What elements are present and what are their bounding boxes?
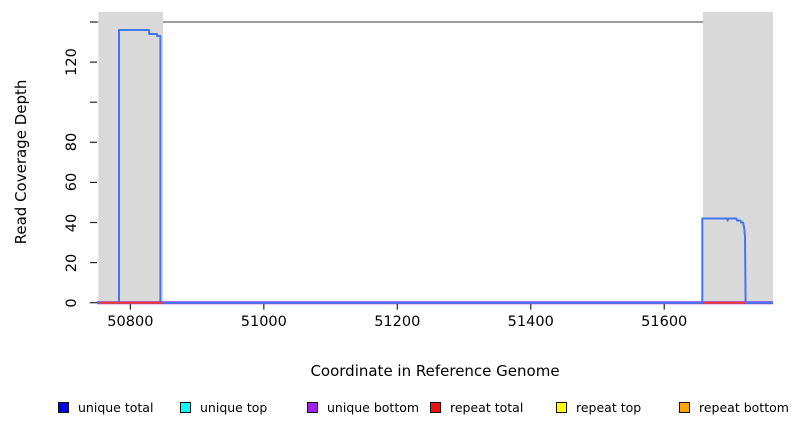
legend-color-swatch bbox=[430, 401, 441, 413]
y-tick-label: 40 bbox=[64, 213, 80, 232]
legend-color-swatch bbox=[679, 401, 690, 413]
legend-color-swatch bbox=[180, 401, 191, 413]
repeat-region-shading bbox=[98, 12, 164, 303]
x-tick-label: 51600 bbox=[641, 314, 688, 330]
y-axis-label: Read Coverage Depth bbox=[12, 79, 30, 245]
legend-color-swatch bbox=[556, 401, 567, 413]
legend-item: repeat total bbox=[430, 399, 523, 415]
legend-item: unique bottom bbox=[307, 399, 419, 415]
legend-color-swatch bbox=[58, 401, 69, 413]
y-tick-label: 80 bbox=[64, 133, 80, 152]
y-tick-label: 120 bbox=[64, 48, 80, 76]
y-tick-label: 0 bbox=[64, 298, 80, 308]
x-tick-label: 51200 bbox=[374, 314, 421, 330]
legend-item: unique total bbox=[58, 399, 153, 415]
legend-label: repeat total bbox=[450, 399, 524, 415]
x-axis-label: Coordinate in Reference Genome bbox=[310, 362, 560, 380]
y-tick-label: 60 bbox=[64, 173, 80, 192]
series-line-unique-total bbox=[97, 29, 773, 304]
legend-label: unique bottom bbox=[327, 399, 420, 415]
legend-item: unique top bbox=[180, 399, 267, 415]
legend-label: unique total bbox=[78, 399, 154, 415]
legend-label: repeat top bbox=[576, 399, 642, 415]
x-tick-label: 51000 bbox=[240, 314, 287, 330]
legend-label: repeat bottom bbox=[699, 399, 789, 415]
legend-color-swatch bbox=[307, 401, 318, 413]
x-tick-label: 51400 bbox=[507, 314, 554, 330]
repeat-region-shading bbox=[702, 12, 773, 303]
x-tick-label: 50800 bbox=[107, 314, 154, 330]
y-tick-label: 20 bbox=[64, 253, 80, 272]
legend-item: repeat top bbox=[556, 399, 641, 415]
legend-item: repeat bottom bbox=[679, 399, 789, 415]
chart-legend: unique total unique top unique bottom repea… bbox=[0, 399, 792, 419]
legend-label: unique top bbox=[200, 399, 268, 415]
